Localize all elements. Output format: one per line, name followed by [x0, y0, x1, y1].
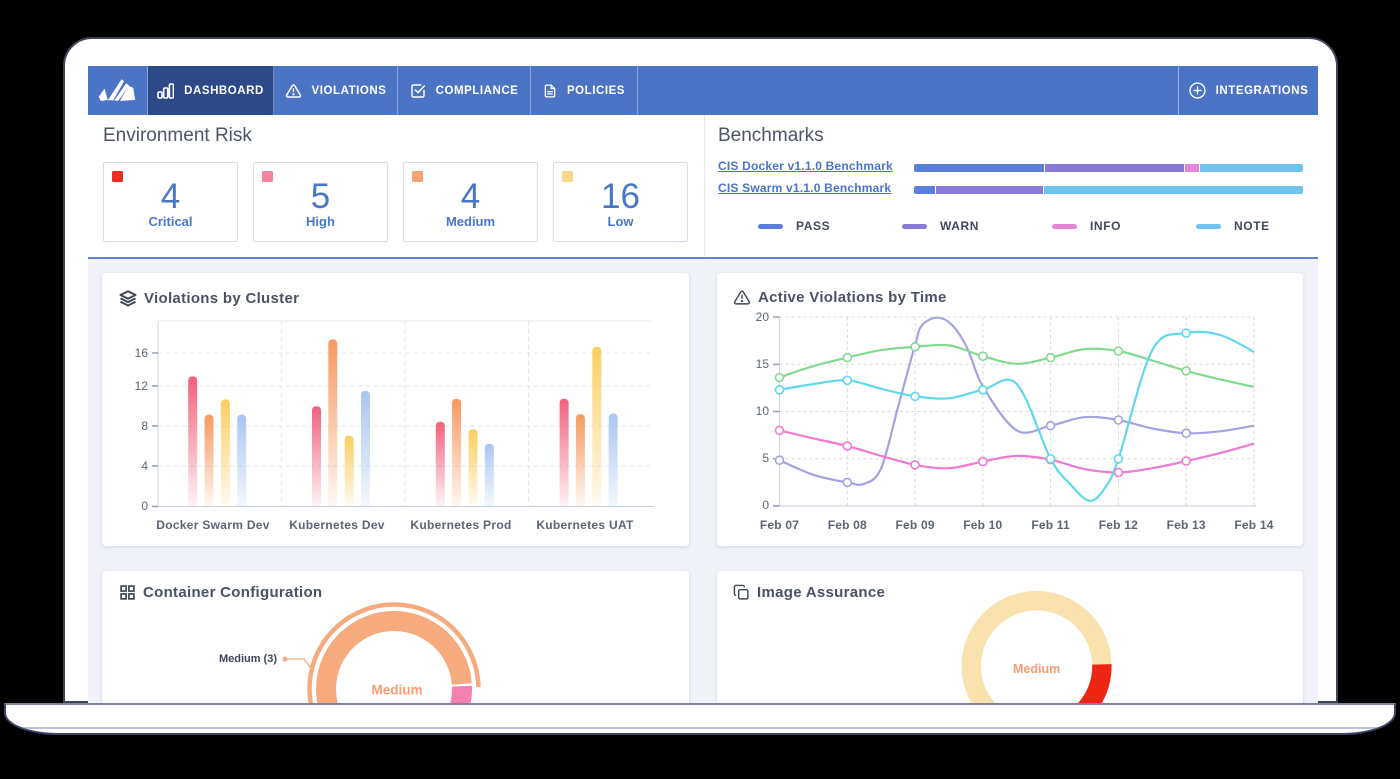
svg-text:Kubernetes Prod: Kubernetes Prod — [410, 518, 511, 532]
svg-text:Feb 12: Feb 12 — [1099, 518, 1138, 532]
svg-text:Docker Swarm Dev: Docker Swarm Dev — [156, 518, 270, 532]
svg-text:Feb 13: Feb 13 — [1167, 518, 1206, 532]
svg-text:Medium: Medium — [1013, 662, 1060, 676]
svg-text:12: 12 — [135, 379, 149, 393]
svg-text:Medium: Medium — [371, 683, 422, 698]
svg-text:10: 10 — [756, 404, 770, 418]
svg-text:0: 0 — [762, 498, 769, 512]
svg-text:5: 5 — [762, 451, 769, 465]
svg-text:Kubernetes UAT: Kubernetes UAT — [536, 518, 634, 532]
svg-text:0: 0 — [141, 499, 148, 513]
svg-text:Feb 10: Feb 10 — [963, 518, 1002, 532]
svg-text:16: 16 — [135, 346, 149, 360]
svg-text:4: 4 — [141, 459, 148, 473]
svg-text:Kubernetes Dev: Kubernetes Dev — [289, 518, 385, 532]
svg-text:20: 20 — [756, 310, 770, 324]
svg-text:8: 8 — [141, 419, 148, 433]
svg-text:Feb 09: Feb 09 — [895, 518, 934, 532]
svg-text:Feb 14: Feb 14 — [1234, 518, 1273, 532]
svg-text:Medium (3): Medium (3) — [219, 653, 277, 665]
svg-text:Feb 07: Feb 07 — [760, 518, 799, 532]
svg-text:Feb 08: Feb 08 — [828, 518, 867, 532]
svg-text:Feb 11: Feb 11 — [1031, 518, 1070, 532]
svg-text:15: 15 — [756, 357, 770, 371]
